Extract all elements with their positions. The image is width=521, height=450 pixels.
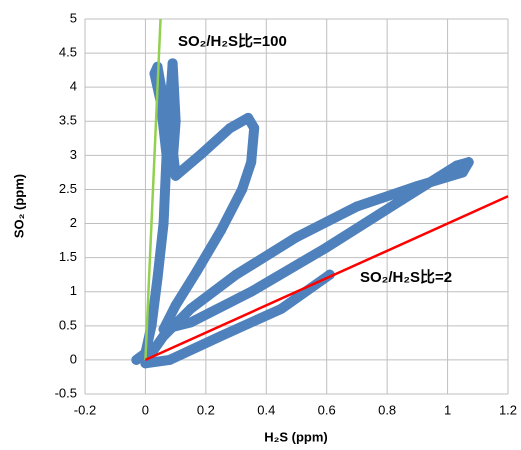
- point: [451, 160, 462, 171]
- y-tick-label: 1: [70, 283, 77, 298]
- point: [146, 320, 157, 331]
- y-tick-label: 2.5: [59, 181, 77, 196]
- point: [246, 157, 257, 168]
- point: [158, 218, 169, 229]
- point: [412, 181, 423, 192]
- point: [246, 286, 257, 297]
- y-tick-label: 0: [70, 351, 77, 366]
- point: [131, 354, 142, 365]
- point: [463, 157, 474, 168]
- point: [167, 58, 178, 69]
- y-tick-label: 1.5: [59, 249, 77, 264]
- point: [225, 123, 236, 134]
- y-tick-label: 4.5: [59, 45, 77, 60]
- y-tick-label: 3: [70, 147, 77, 162]
- x-tick-label: 0.8: [378, 402, 396, 417]
- y-tick-label: 3.5: [59, 113, 77, 128]
- y-tick-label: -0.5: [55, 385, 77, 400]
- x-tick-label: 1.2: [499, 402, 517, 417]
- point: [167, 157, 178, 168]
- point: [397, 194, 408, 205]
- point: [170, 170, 181, 181]
- point: [161, 129, 172, 140]
- point: [152, 273, 163, 284]
- point: [276, 303, 287, 314]
- point: [321, 242, 332, 253]
- x-tick-label: 0.2: [197, 402, 215, 417]
- point: [185, 317, 196, 328]
- point: [291, 232, 302, 243]
- x-axis-label: H₂S (ppm): [264, 429, 328, 444]
- x-tick-label: 0.4: [257, 402, 275, 417]
- point: [170, 116, 181, 127]
- y-tick-label: 0.5: [59, 317, 77, 332]
- point: [167, 143, 178, 154]
- point: [185, 303, 196, 314]
- x-tick-label: 0.6: [318, 402, 336, 417]
- point: [215, 225, 226, 236]
- y-tick-label: 2: [70, 215, 77, 230]
- point: [158, 331, 169, 342]
- point: [243, 112, 254, 123]
- ratio-line: [144, 18, 162, 360]
- point: [164, 102, 175, 113]
- ratio-label: SO₂/H₂S比=100: [178, 32, 287, 50]
- point: [191, 266, 202, 277]
- point: [237, 184, 248, 195]
- x-tick-label: 0: [142, 402, 149, 417]
- trace: [131, 58, 474, 369]
- point: [170, 300, 181, 311]
- point: [158, 95, 169, 106]
- x-tick-label: 1: [444, 402, 451, 417]
- point: [231, 269, 242, 280]
- point: [215, 331, 226, 342]
- y-axis-label: SO₂ (ppm): [11, 174, 26, 238]
- point: [161, 150, 172, 161]
- x-tick-label: -0.2: [74, 402, 96, 417]
- ratio-label: SO₂/H₂S比=2: [360, 268, 452, 286]
- point: [249, 123, 260, 134]
- y-tick-label: 4: [70, 79, 77, 94]
- ratio-line: [144, 195, 509, 362]
- point: [194, 150, 205, 161]
- y-tick-label: 5: [70, 10, 77, 25]
- point: [140, 358, 151, 369]
- point: [351, 201, 362, 212]
- point: [164, 354, 175, 365]
- point: [457, 167, 468, 178]
